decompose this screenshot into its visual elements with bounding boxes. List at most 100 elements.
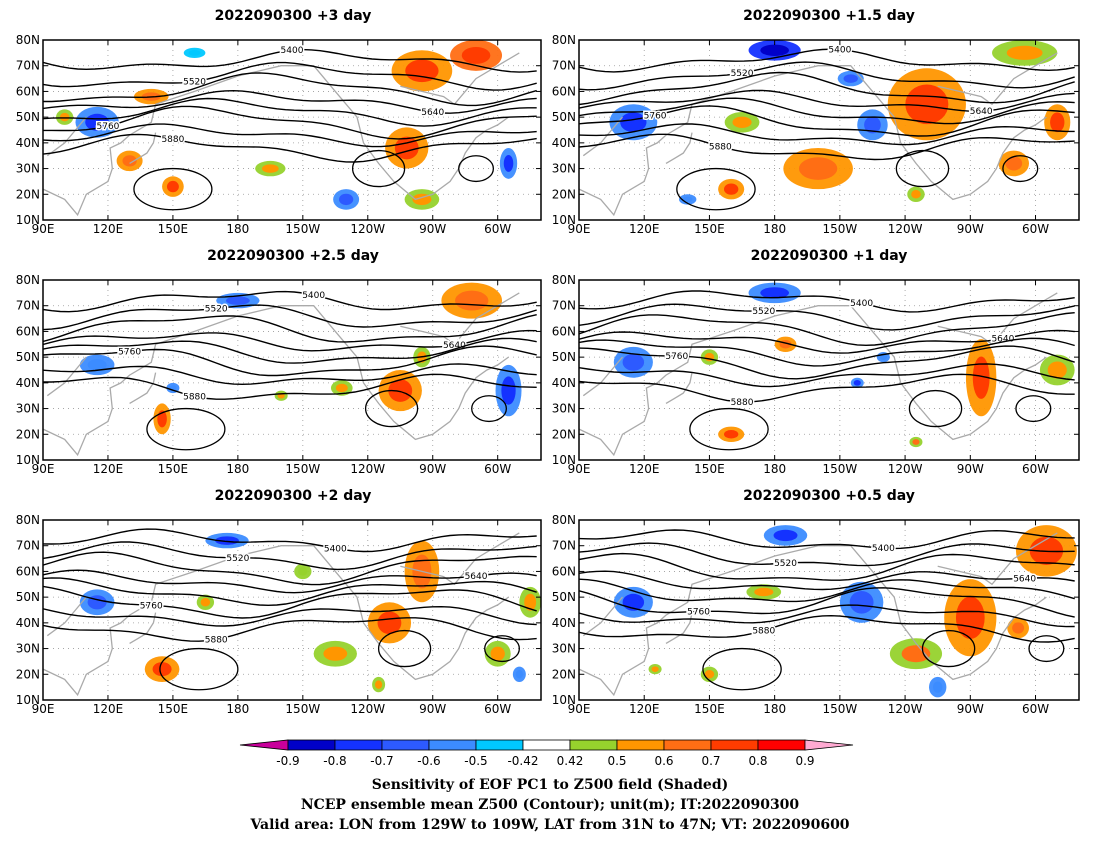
tick-label-lat: 50N bbox=[552, 590, 576, 604]
contour-label: 5400 bbox=[850, 299, 873, 309]
colorbar-low-triangle bbox=[239, 739, 289, 751]
sensitivity-shade-core bbox=[704, 670, 715, 679]
tick-label-lon: 90E bbox=[568, 222, 591, 236]
z500-contour bbox=[43, 105, 537, 140]
map-frame bbox=[42, 279, 542, 461]
sensitivity-shade-core bbox=[651, 666, 659, 672]
sensitivity-shade-core bbox=[682, 196, 693, 203]
contour-label: 5880 bbox=[205, 635, 228, 645]
tick-label-lat: 70N bbox=[16, 539, 40, 553]
z500-contour bbox=[43, 290, 537, 313]
tick-label-lat: 20N bbox=[552, 667, 576, 681]
sensitivity-shade-core bbox=[152, 662, 172, 677]
z500-contour bbox=[43, 314, 537, 343]
sensitivity-shade-core bbox=[455, 290, 489, 311]
tick-label-lon: 150E bbox=[158, 462, 189, 476]
tick-label-lat: 10N bbox=[16, 453, 40, 467]
tick-label-lon: 120E bbox=[93, 222, 124, 236]
z500-contour-closed bbox=[146, 407, 226, 451]
tick-label-lon: 90W bbox=[957, 702, 984, 716]
sensitivity-shade-core bbox=[122, 155, 137, 167]
sensitivity-shade-core bbox=[515, 670, 523, 679]
coastline bbox=[129, 372, 157, 404]
tick-label-lon: 90W bbox=[419, 462, 446, 476]
colorbar-label: -0.8 bbox=[323, 754, 346, 768]
z500-contour bbox=[43, 337, 537, 364]
z500-contour bbox=[43, 585, 537, 619]
sensitivity-shade-core bbox=[905, 84, 949, 125]
tick-label-lat: 40N bbox=[16, 616, 40, 630]
coastline bbox=[937, 532, 1058, 586]
tick-label-lon: 90E bbox=[32, 222, 55, 236]
tick-label-lat: 60N bbox=[552, 84, 576, 98]
tick-label-lat: 30N bbox=[552, 402, 576, 416]
z500-contour-closed bbox=[458, 155, 495, 183]
tick-label-lat: 80N bbox=[16, 273, 40, 287]
z500-contour-closed bbox=[895, 149, 950, 188]
colorbar-label: 0.42 bbox=[557, 754, 584, 768]
colorbar-box bbox=[381, 739, 430, 751]
z500-contour-closed bbox=[1002, 155, 1039, 183]
contour-label: 5400 bbox=[281, 46, 304, 56]
tick-label-lon: 120E bbox=[629, 462, 660, 476]
sensitivity-shade-core bbox=[864, 116, 881, 134]
tick-label-lon: 150W bbox=[822, 462, 857, 476]
sensitivity-shade-core bbox=[461, 46, 491, 64]
colorbar-label: -0.7 bbox=[370, 754, 393, 768]
tick-label-lat: 80N bbox=[16, 513, 40, 527]
tick-label-lat: 30N bbox=[552, 642, 576, 656]
contour-label: 5520 bbox=[774, 559, 797, 569]
tick-label-lat: 70N bbox=[552, 59, 576, 73]
map-panel-plus2-day: 5400 5520 5640 5760 5880 90E 120E 150E 180 150W 12… bbox=[16, 513, 542, 716]
coastline bbox=[46, 596, 87, 637]
tick-label-lat: 80N bbox=[552, 33, 576, 47]
coastline bbox=[43, 545, 509, 697]
tick-label-lat: 60N bbox=[552, 564, 576, 578]
z500-contour-closed bbox=[133, 167, 213, 211]
map-background bbox=[43, 520, 541, 700]
tick-label-lon: 120W bbox=[888, 702, 923, 716]
z500-contour bbox=[579, 312, 1075, 347]
tick-label-lon: 120W bbox=[350, 222, 385, 236]
z500-contour-closed bbox=[351, 149, 406, 188]
contour-label: 5400 bbox=[324, 544, 347, 554]
tick-label-lat: 60N bbox=[16, 564, 40, 578]
colorbar-label: 0.8 bbox=[748, 754, 767, 768]
z500-contour bbox=[579, 48, 1075, 73]
tick-label-lon: 120E bbox=[629, 222, 660, 236]
tick-label-lat: 70N bbox=[16, 299, 40, 313]
z500-contour bbox=[579, 97, 1075, 125]
map-frame bbox=[42, 519, 542, 701]
panel-title-p3: 2022090300 +2.5 day bbox=[207, 248, 379, 264]
map-background bbox=[579, 40, 1079, 220]
contour-label: 5880 bbox=[731, 398, 754, 408]
z500-contour bbox=[579, 587, 1075, 618]
sensitivity-shade-core bbox=[490, 646, 505, 661]
z500-contour bbox=[43, 133, 537, 163]
colorbar-label: -0.42 bbox=[507, 754, 538, 768]
z500-contour bbox=[43, 345, 537, 377]
tick-label-lat: 20N bbox=[16, 187, 40, 201]
contour-label: 5400 bbox=[872, 544, 895, 554]
tick-label-lon: 120E bbox=[93, 702, 124, 716]
contour-label: 5520 bbox=[226, 554, 249, 564]
z500-contour bbox=[43, 123, 537, 148]
panel-title-p1: 2022090300 +3 day bbox=[214, 8, 372, 24]
tick-label-lon: 120W bbox=[888, 222, 923, 236]
map-frame bbox=[578, 519, 1080, 701]
tick-label-lat: 60N bbox=[16, 84, 40, 98]
colorbar-box bbox=[569, 739, 618, 751]
tick-label-lat: 40N bbox=[16, 136, 40, 150]
tick-label-lon: 150W bbox=[822, 702, 857, 716]
z500-contour-closed bbox=[908, 389, 963, 428]
map-frame bbox=[578, 39, 1080, 221]
z500-contour bbox=[579, 89, 1075, 113]
coastline bbox=[579, 545, 1047, 697]
z500-contour-closed bbox=[1015, 395, 1052, 423]
tick-label-lat: 20N bbox=[552, 427, 576, 441]
contour-label: 5640 bbox=[421, 108, 444, 118]
map-background bbox=[579, 280, 1079, 460]
